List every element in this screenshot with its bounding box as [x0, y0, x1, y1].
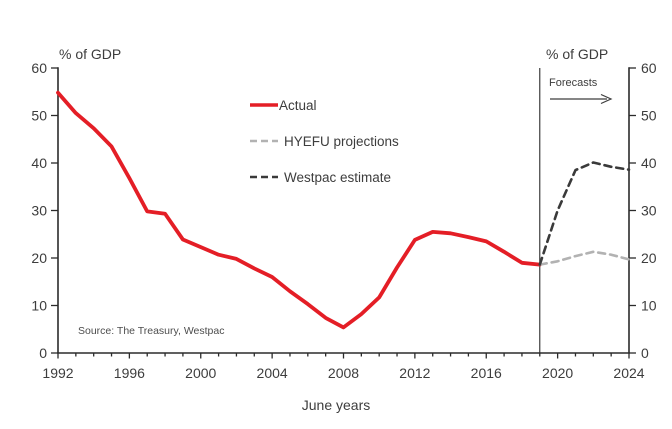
- source-note: Source: The Treasury, Westpac: [78, 325, 225, 337]
- svg-text:0: 0: [641, 345, 649, 361]
- svg-text:2000: 2000: [185, 365, 216, 381]
- forecast-annotation-label: Forecasts: [549, 77, 598, 89]
- svg-text:20: 20: [641, 250, 657, 266]
- svg-text:1992: 1992: [42, 365, 73, 381]
- svg-text:50: 50: [641, 108, 657, 124]
- legend-item-westpac: Westpac estimate: [249, 159, 399, 195]
- svg-text:2008: 2008: [328, 365, 359, 381]
- right-axis-title: % of GDP: [546, 46, 609, 62]
- svg-text:10: 10: [31, 298, 47, 314]
- forecast-arrow-icon: [550, 93, 613, 105]
- legend-label-hyefu: HYEFU projections: [284, 133, 399, 149]
- legend: Actual HYEFU projections Westpac estimat…: [249, 87, 399, 195]
- svg-text:60: 60: [641, 60, 657, 76]
- svg-text:20: 20: [31, 250, 47, 266]
- hyefu-line-sample: [250, 139, 278, 143]
- left-axis-title: % of GDP: [59, 46, 122, 62]
- svg-text:2024: 2024: [613, 365, 644, 381]
- svg-text:30: 30: [641, 203, 657, 219]
- svg-text:10: 10: [641, 298, 657, 314]
- westpac-line-sample: [250, 175, 278, 179]
- svg-text:1996: 1996: [114, 365, 145, 381]
- actual-line-sample: [250, 103, 278, 107]
- legend-item-hyefu: HYEFU projections: [249, 123, 399, 159]
- legend-label-westpac: Westpac estimate: [284, 169, 392, 185]
- svg-text:40: 40: [31, 155, 47, 171]
- svg-text:2012: 2012: [399, 365, 430, 381]
- svg-text:0: 0: [39, 345, 47, 361]
- svg-text:60: 60: [31, 60, 47, 76]
- svg-text:2016: 2016: [471, 365, 502, 381]
- svg-text:2020: 2020: [542, 365, 573, 381]
- x-axis-title: June years: [301, 397, 371, 413]
- svg-text:2004: 2004: [257, 365, 288, 381]
- legend-item-actual: Actual: [249, 87, 399, 123]
- svg-text:50: 50: [31, 108, 47, 124]
- legend-label-actual: Actual: [279, 97, 317, 113]
- svg-text:30: 30: [31, 203, 47, 219]
- svg-text:40: 40: [641, 155, 657, 171]
